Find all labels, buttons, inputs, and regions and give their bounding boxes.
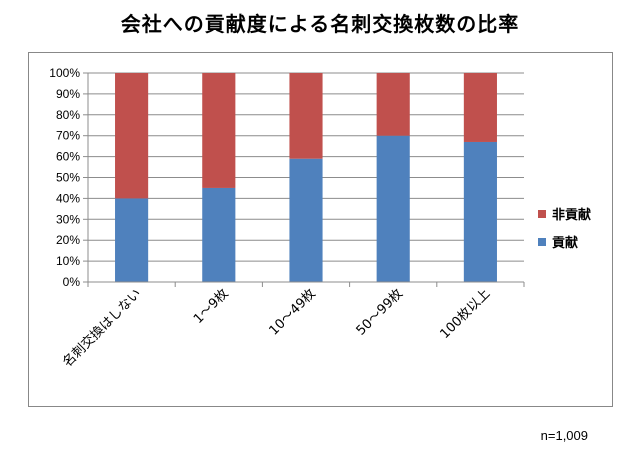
y-tick-label: 70% <box>56 129 80 143</box>
bar-segment <box>376 135 410 282</box>
bar-segment <box>115 198 149 282</box>
bar-segment <box>463 141 497 282</box>
chart-title: 会社への貢献度による名刺交換枚数の比率 <box>120 12 520 36</box>
legend-swatch <box>538 238 546 246</box>
legend-label: 貢献 <box>552 235 578 251</box>
bars <box>115 73 497 282</box>
x-tick-labels: 名刺交換はしない 1～9枚 10～49枚 50～99枚 100枚以上 <box>60 286 494 371</box>
y-tick-label: 50% <box>56 171 80 185</box>
y-tick-label: 30% <box>56 212 80 226</box>
bar-segment <box>289 73 323 159</box>
y-tick-labels: 0% 10% 20% 30% 40% 50% 60% 70% 80% 90% 100% <box>49 66 80 289</box>
x-tick-label: 名刺交換はしない <box>60 286 145 371</box>
bar-segment <box>202 73 236 188</box>
x-tick-label: 100枚以上 <box>437 286 493 342</box>
bar-segment <box>115 73 149 199</box>
axes <box>83 72 525 287</box>
bar-segment <box>463 73 497 142</box>
y-tick-label: 10% <box>56 254 80 268</box>
bar-segment <box>376 73 410 136</box>
x-tick-label: 10～49枚 <box>266 286 318 338</box>
legend-swatch <box>538 210 546 218</box>
y-tick-label: 0% <box>63 275 81 289</box>
y-tick-label: 90% <box>56 87 80 101</box>
y-tick-label: 100% <box>49 66 80 80</box>
bar-segment <box>289 158 323 282</box>
y-tick-label: 40% <box>56 191 80 205</box>
x-tick-label: 50～99枚 <box>354 286 406 338</box>
y-tick-label: 60% <box>56 150 80 164</box>
y-tick-label: 20% <box>56 233 80 247</box>
sample-size-note: n=1,009 <box>540 428 588 443</box>
y-tick-label: 80% <box>56 108 80 122</box>
legend-label: 非貢献 <box>552 207 591 223</box>
bar-segment <box>202 187 236 282</box>
x-tick-label: 1～9枚 <box>191 286 232 327</box>
